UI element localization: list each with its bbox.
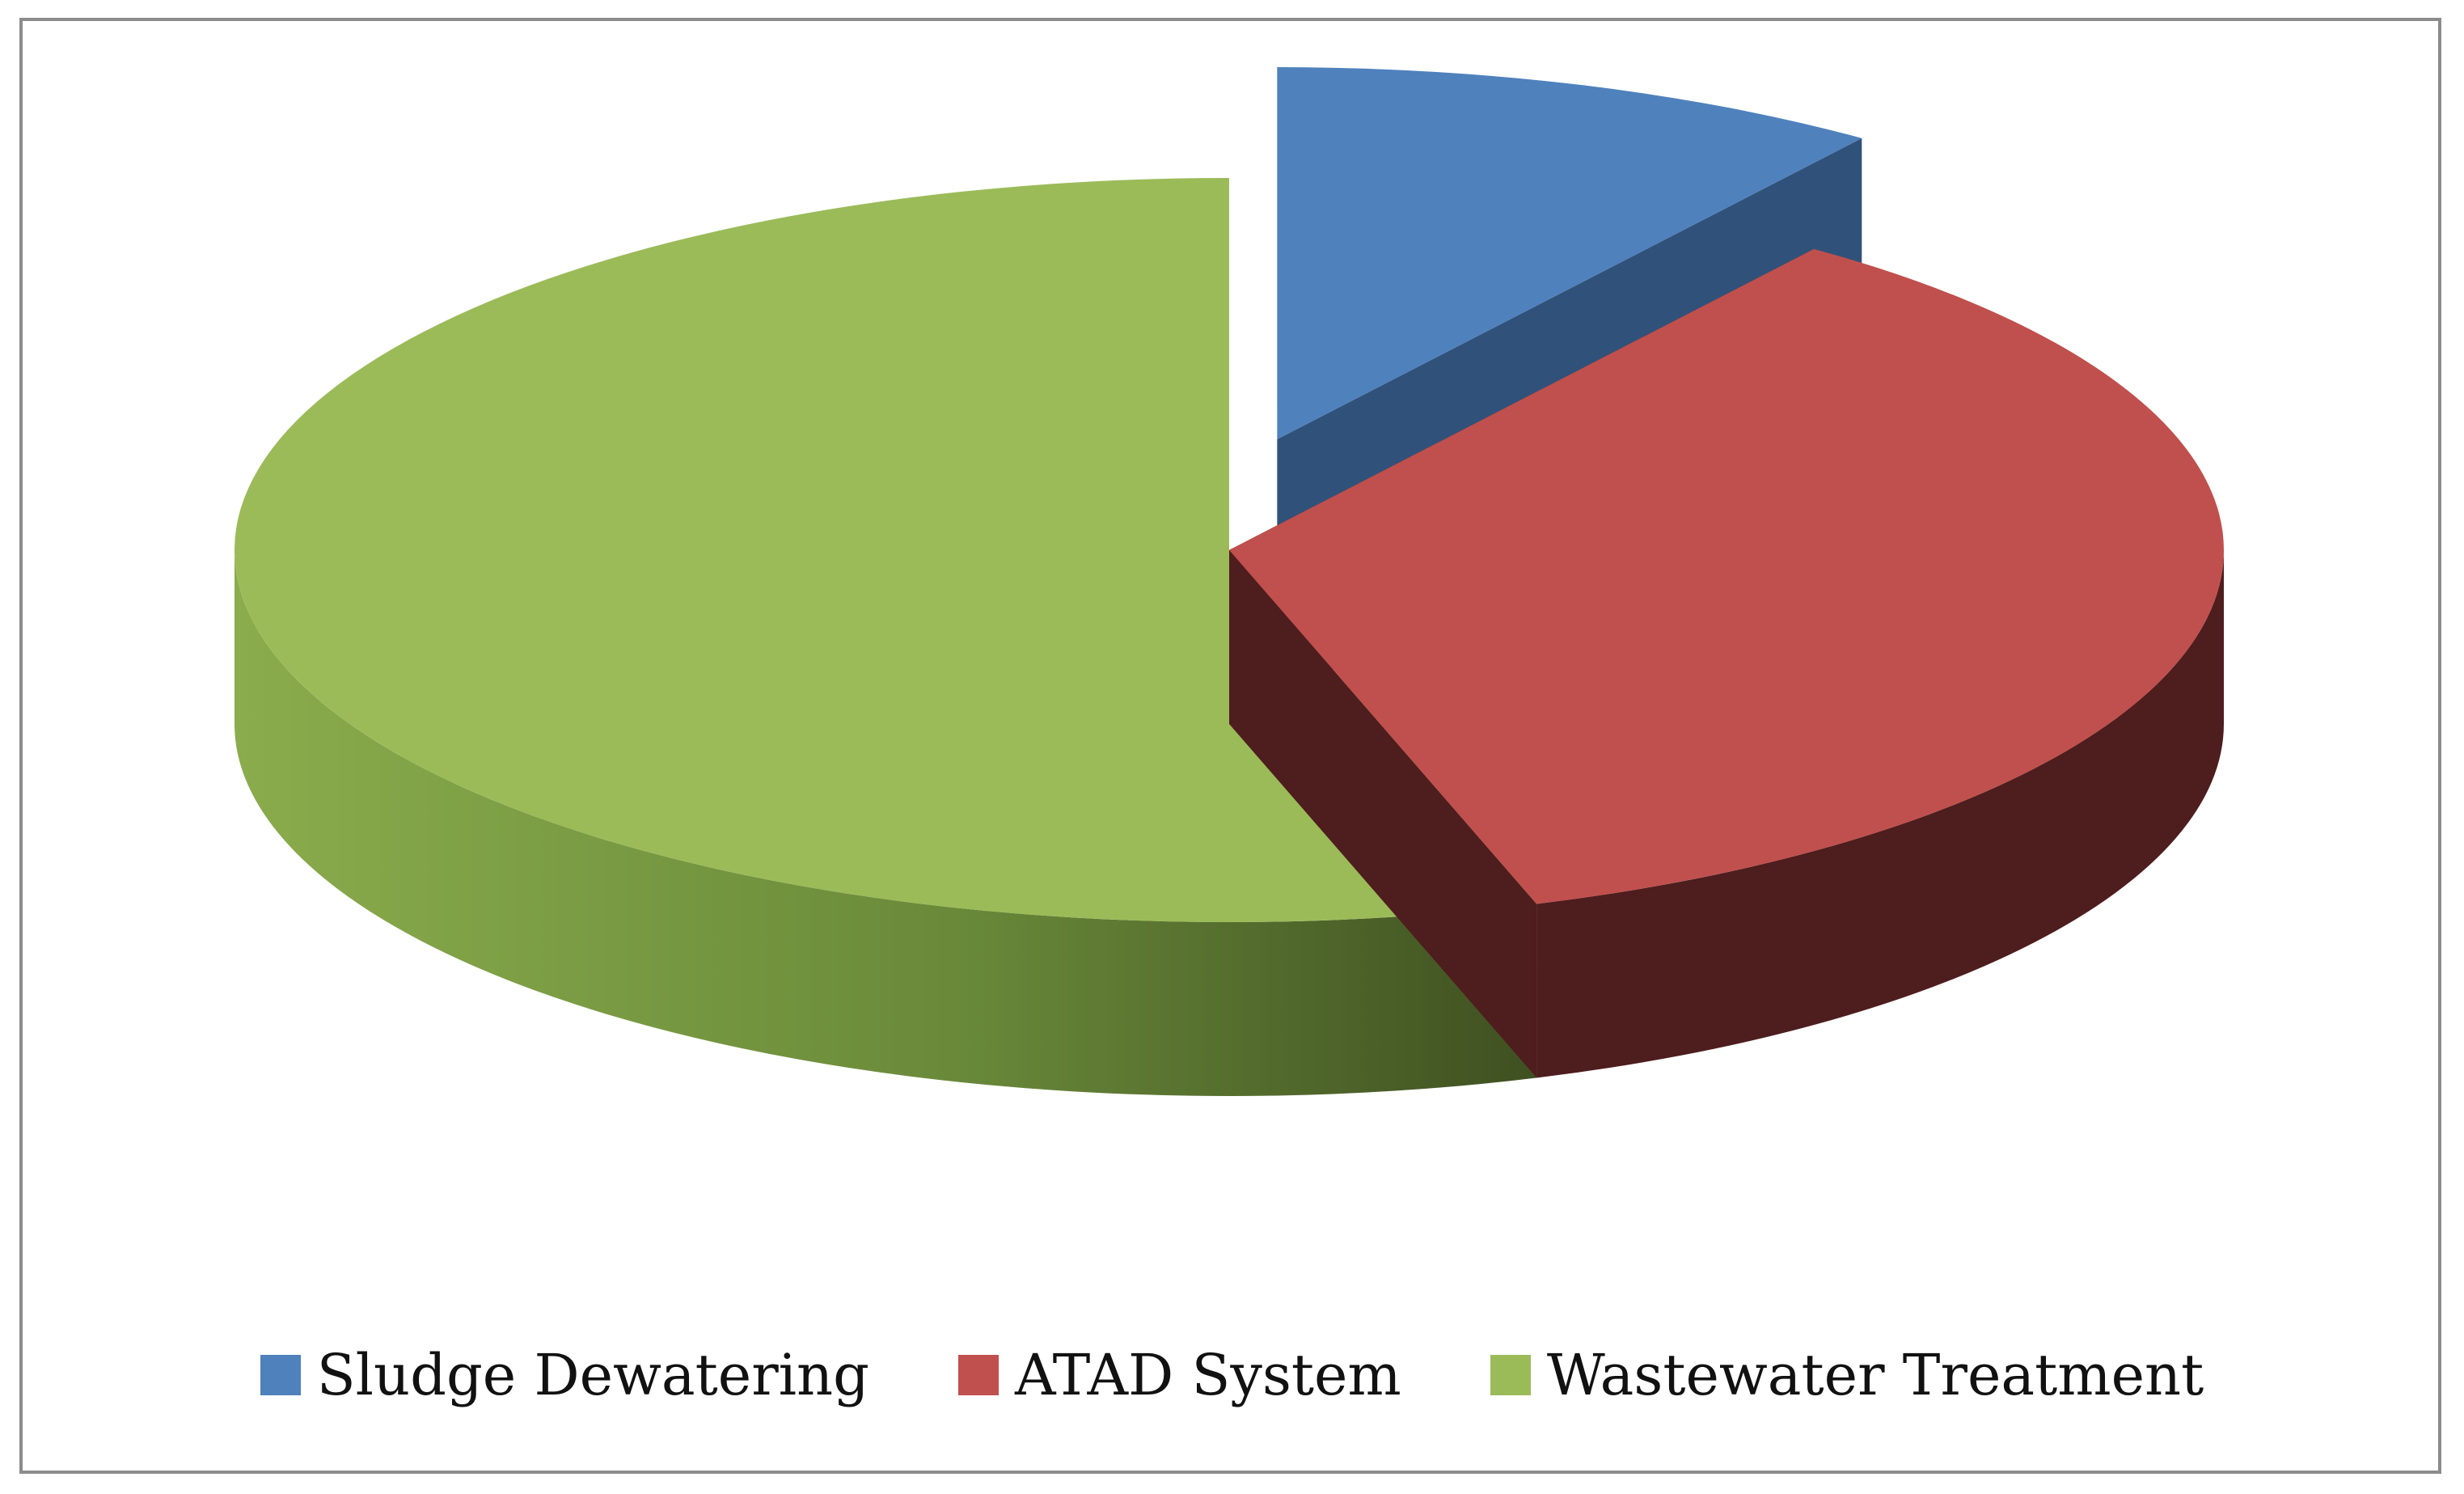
slice-side-wastewater-treatment: [235, 550, 1537, 1096]
legend-entry-atad-system: ATAD System: [957, 1342, 1401, 1408]
slice-atad-system: [1229, 248, 2224, 904]
legend-entry-wastewater-treatment: Wastewater Treatment: [1490, 1342, 2204, 1408]
slice-sludge-dewatering: [1277, 67, 1862, 440]
slice-wastewater-treatment: [234, 178, 1537, 922]
legend: Sludge Dewatering ATAD System Wastewater…: [0, 1335, 2464, 1416]
legend-label: Sludge Dewatering: [316, 1342, 869, 1408]
legend-swatch: [957, 1355, 999, 1395]
legend-swatch: [1490, 1355, 1531, 1395]
slice-wall-atad-system: [1229, 550, 1537, 1078]
legend-label: ATAD System: [1014, 1342, 1401, 1408]
legend-swatch: [260, 1355, 301, 1395]
legend-label: Wastewater Treatment: [1546, 1342, 2204, 1408]
slice-side-atad-system: [1536, 550, 2224, 1078]
legend-entry-sludge-dewatering: Sludge Dewatering: [260, 1342, 869, 1408]
